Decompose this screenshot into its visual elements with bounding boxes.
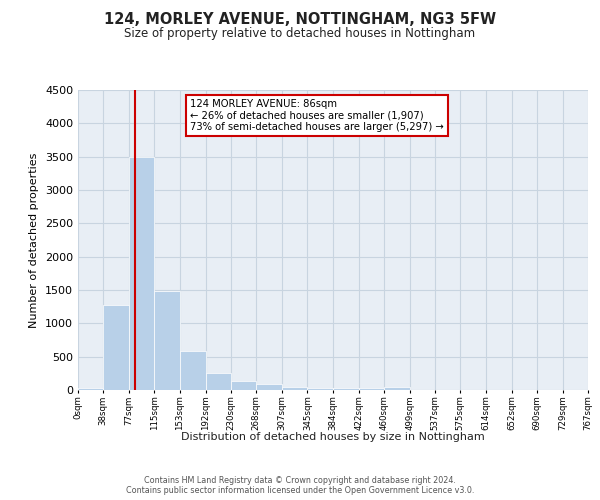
Text: Contains HM Land Registry data © Crown copyright and database right 2024.
Contai: Contains HM Land Registry data © Crown c… [126,476,474,495]
Bar [129,156,154,390]
Text: 124 MORLEY AVENUE: 86sqm
← 26% of detached houses are smaller (1,907)
73% of sem: 124 MORLEY AVENUE: 86sqm ← 26% of detach… [190,99,444,132]
Bar [206,374,231,390]
Bar [384,386,410,390]
Bar [307,388,334,390]
Y-axis label: Number of detached properties: Number of detached properties [29,152,40,328]
Bar [359,388,384,390]
Bar [256,384,282,390]
Bar [282,386,307,390]
Bar [154,292,180,390]
Bar [231,380,256,390]
Text: 124, MORLEY AVENUE, NOTTINGHAM, NG3 5FW: 124, MORLEY AVENUE, NOTTINGHAM, NG3 5FW [104,12,496,28]
Text: Distribution of detached houses by size in Nottingham: Distribution of detached houses by size … [181,432,485,442]
Text: Size of property relative to detached houses in Nottingham: Size of property relative to detached ho… [124,28,476,40]
Bar [78,388,103,390]
Bar [334,388,359,390]
Bar [103,306,129,390]
Bar [180,352,206,390]
